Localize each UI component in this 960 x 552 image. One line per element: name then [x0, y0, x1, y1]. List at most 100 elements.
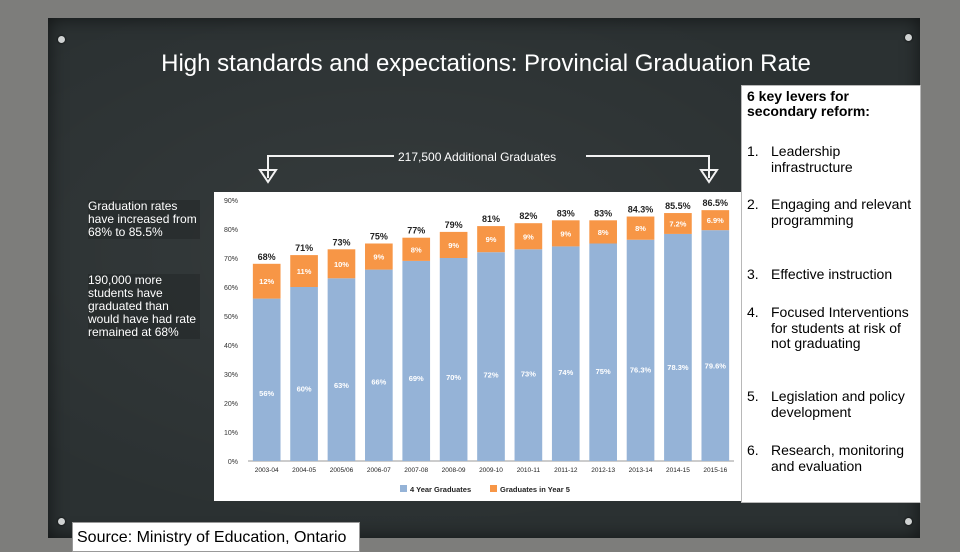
bar-year-five	[701, 210, 730, 231]
levers-panel: 6 key levers for secondary reform: 1. Le…	[741, 85, 921, 503]
bar-year-five	[439, 231, 468, 258]
bar-year-five	[252, 263, 281, 299]
total-value-label: 86.5%	[703, 198, 729, 208]
x-tick-label: 2014-15	[666, 467, 690, 474]
legend-swatch-year-five	[490, 485, 497, 492]
total-value-label: 82%	[519, 211, 537, 221]
total-value-label: 75%	[370, 232, 388, 242]
y-tick-label: 70%	[224, 256, 238, 263]
bar-four-year	[701, 230, 730, 461]
y-tick-label: 50%	[224, 314, 238, 321]
rivet-icon	[58, 36, 65, 43]
year-five-value-label: 9%	[560, 229, 571, 238]
bar-year-five	[626, 216, 655, 240]
legend-label-year-five: Graduates in Year 5	[500, 485, 570, 494]
note-more-students: 190,000 more students have graduated tha…	[88, 274, 200, 339]
lever-number: 2.	[747, 196, 759, 212]
year-five-value-label: 6.9%	[707, 216, 724, 225]
total-value-label: 85.5%	[665, 201, 691, 211]
four-year-value-label: 73%	[521, 369, 536, 378]
four-year-value-label: 63%	[334, 381, 349, 390]
year-five-value-label: 11%	[297, 267, 312, 276]
chart-panel: 0% 10% 20% 30% 40% 50% 60% 70% 80% 90% 56% 12% 68% 20…	[214, 192, 746, 501]
year-five-value-label: 9%	[486, 235, 497, 244]
four-year-value-label: 75%	[596, 367, 611, 376]
four-year-value-label: 79.6%	[705, 362, 727, 371]
total-value-label: 81%	[482, 214, 500, 224]
bar-four-year	[402, 260, 431, 461]
bar-four-year	[252, 298, 281, 461]
y-tick-label: 80%	[224, 227, 238, 234]
bar-year-five	[327, 249, 356, 279]
bar-year-five	[589, 220, 617, 244]
x-tick-label: 2007-08	[404, 467, 428, 474]
x-tick-label: 2006-07	[367, 467, 391, 474]
bar-year-five	[664, 213, 692, 234]
lever-text: Legislation and policy development	[771, 388, 905, 420]
year-five-value-label: 8%	[598, 228, 609, 237]
graduation-rate-chart: 0% 10% 20% 30% 40% 50% 60% 70% 80% 90% 56% 12% 68% 20…	[224, 198, 734, 494]
lever-number: 5.	[747, 388, 759, 404]
year-five-value-label: 9%	[523, 232, 534, 241]
legend-label-four-year: 4 Year Graduates	[410, 485, 471, 494]
y-tick-label: 40%	[224, 343, 238, 350]
bar-four-year	[589, 243, 617, 461]
bar-four-year	[290, 287, 318, 461]
four-year-value-label: 66%	[371, 377, 386, 386]
y-tick-label: 0%	[228, 459, 238, 466]
lever-text: Focused Interventions for students at ri…	[771, 304, 909, 351]
total-value-label: 73%	[332, 237, 350, 247]
x-tick-label: 2005/06	[330, 467, 354, 474]
bar-four-year	[626, 239, 655, 461]
bar-four-year	[664, 233, 692, 461]
rivet-icon	[58, 518, 65, 525]
levers-title: 6 key levers for secondary reform:	[747, 88, 870, 119]
total-value-label: 68%	[258, 252, 276, 262]
year-five-value-label: 9%	[448, 241, 459, 250]
year-five-value-label: 8%	[411, 245, 422, 254]
lever-text: Research, monitoring and evaluation	[771, 442, 905, 474]
rivet-icon	[905, 34, 912, 41]
additional-graduates-label: 217,500 Additional Graduates	[398, 150, 557, 164]
bar-four-year	[514, 249, 543, 461]
four-year-value-label: 60%	[297, 384, 312, 393]
total-value-label: 79%	[445, 220, 463, 230]
bar-four-year	[327, 278, 356, 461]
year-five-value-label: 12%	[259, 277, 274, 286]
x-tick-label: 2013-14	[629, 467, 653, 474]
bar-four-year	[551, 246, 580, 461]
slide-title: High standards and expectations: Provinc…	[161, 50, 811, 77]
four-year-value-label: 72%	[483, 370, 498, 379]
lever-number: 3.	[747, 266, 759, 282]
lever-number: 1.	[747, 143, 759, 159]
y-tick-label: 90%	[224, 198, 238, 205]
bracket-icon	[258, 155, 719, 184]
x-tick-label: 2004-05	[292, 467, 316, 474]
lever-text: Leadership infrastructure	[771, 143, 853, 175]
x-tick-label: 2012-13	[591, 467, 615, 474]
four-year-value-label: 74%	[558, 368, 573, 377]
lever-number: 4.	[747, 304, 759, 320]
total-value-label: 83%	[557, 208, 575, 218]
legend-swatch-four-year	[400, 485, 407, 492]
y-tick-label: 10%	[224, 430, 238, 437]
x-tick-label: 2008-09	[442, 467, 466, 474]
x-tick-label: 2010-11	[517, 467, 541, 474]
x-tick-label: 2003-04	[255, 467, 279, 474]
year-five-value-label: 8%	[635, 224, 646, 233]
total-value-label: 71%	[295, 243, 313, 253]
total-value-label: 83%	[594, 208, 612, 218]
x-tick-label: 2009-10	[479, 467, 503, 474]
four-year-value-label: 76.3%	[630, 365, 652, 374]
x-tick-label: 2015-16	[703, 467, 727, 474]
lever-text: Effective instruction	[771, 266, 893, 282]
bar-year-five	[514, 223, 543, 250]
bar-year-five	[290, 255, 318, 287]
total-value-label: 84.3%	[628, 205, 654, 215]
year-five-value-label: 10%	[334, 260, 349, 269]
year-five-value-label: 7.2%	[669, 219, 686, 228]
four-year-value-label: 56%	[259, 389, 274, 398]
lever-text: Engaging and relevant programming	[771, 196, 912, 228]
source-caption: Source: Ministry of Education, Ontario	[72, 522, 360, 552]
bar-year-five	[402, 237, 431, 261]
